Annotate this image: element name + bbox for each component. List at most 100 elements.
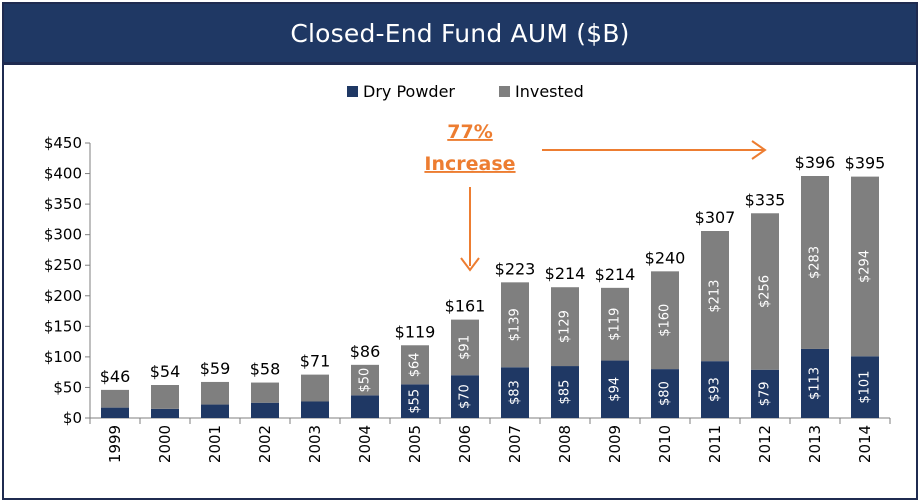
bar-dry-powder [751, 369, 779, 418]
bar-invested [201, 381, 229, 405]
bar-invested [151, 385, 179, 409]
y-tick-label: $400 [44, 165, 82, 183]
x-tick-label: 2009 [606, 425, 624, 463]
bar-dry-powder [551, 366, 579, 418]
bar-dry-powder [201, 404, 229, 418]
bar-dry-powder [151, 408, 179, 418]
data-label-dry-powder: $70 [458, 384, 473, 409]
y-tick-label: $300 [44, 226, 82, 244]
legend-swatch-invested [499, 86, 510, 97]
x-tick-label: 2013 [806, 425, 824, 463]
x-tick-label: 2003 [306, 425, 324, 463]
x-tick-label: 2007 [506, 425, 524, 463]
bar-dry-powder [101, 407, 129, 418]
legend-label-dry-powder: Dry Powder [363, 82, 455, 101]
bar-dry-powder [351, 395, 379, 418]
bar-invested [651, 271, 679, 370]
bar-invested [851, 176, 879, 357]
y-tick-label: $100 [44, 348, 82, 366]
bar-invested [101, 389, 129, 408]
chart-title: Closed-End Fund AUM ($B) [290, 18, 630, 48]
bar-dry-powder [501, 367, 529, 418]
bar-dry-powder [851, 356, 879, 418]
data-label-dry-powder: $94 [608, 377, 623, 402]
bar-dry-powder [401, 384, 429, 418]
data-label-dry-powder: $83 [508, 380, 523, 405]
total-label: $46 [100, 367, 131, 386]
bar-invested [301, 374, 329, 402]
data-label-dry-powder: $113 [808, 367, 823, 400]
total-label: $214 [545, 264, 586, 283]
data-label-dry-powder: $55 [408, 389, 423, 414]
data-label-invested: $160 [658, 304, 673, 337]
bar-invested [701, 231, 729, 362]
annotation-arrowhead-down [460, 257, 480, 272]
data-label-invested: $213 [708, 280, 723, 313]
data-label-invested: $64 [408, 352, 423, 377]
bar-invested [351, 364, 379, 396]
annotation-increase: Increase [424, 153, 515, 175]
bar-dry-powder [301, 401, 329, 418]
y-tick-label: $250 [44, 256, 82, 274]
x-tick-label: 2000 [156, 425, 174, 463]
data-label-dry-powder: $101 [858, 371, 873, 404]
bar-invested [251, 382, 279, 403]
total-label: $214 [595, 265, 636, 284]
bar-dry-powder [251, 402, 279, 418]
total-label: $54 [150, 362, 181, 381]
data-label-dry-powder: $79 [758, 381, 773, 406]
data-label-dry-powder: $80 [658, 381, 673, 406]
annotation-percent: 77% [447, 121, 492, 143]
y-tick-label: $150 [44, 317, 82, 335]
total-label: $240 [645, 248, 686, 267]
x-tick-label: 1999 [106, 425, 124, 463]
bar-invested [451, 319, 479, 376]
bar-dry-powder [601, 360, 629, 418]
bar-invested [501, 282, 529, 368]
bar-invested [601, 287, 629, 361]
total-label: $223 [495, 259, 536, 278]
total-label: $307 [695, 208, 736, 227]
annotation-arrowhead-right [751, 140, 767, 160]
legend-label-invested: Invested [515, 82, 584, 101]
y-tick-label: $450 [44, 134, 82, 152]
title-bar: Closed-End Fund AUM ($B) [4, 4, 916, 65]
data-label-invested: $119 [608, 308, 623, 341]
x-tick-label: 2011 [706, 425, 724, 463]
total-label: $71 [300, 352, 331, 371]
bar-dry-powder [651, 369, 679, 418]
data-label-invested: $139 [508, 308, 523, 341]
y-tick-label: $200 [44, 287, 82, 305]
data-label-invested: $50 [358, 368, 373, 393]
bar-invested [751, 213, 779, 370]
bar-invested [801, 176, 829, 349]
total-label: $58 [250, 360, 281, 379]
bar-dry-powder [451, 375, 479, 418]
data-label-invested: $256 [758, 275, 773, 308]
bar-dry-powder [801, 348, 829, 418]
x-tick-label: 2014 [856, 425, 874, 463]
y-tick-label: $50 [53, 378, 82, 396]
data-label-invested: $129 [558, 310, 573, 343]
total-label: $396 [795, 153, 836, 172]
x-tick-label: 2008 [556, 425, 574, 463]
x-tick-label: 2006 [456, 425, 474, 463]
chart-svg: Dry Powder Invested $0 $50 $100 $150 $200 $250 $… [44, 82, 891, 463]
x-tick-label: 2004 [356, 425, 374, 463]
x-tick-label: 2012 [756, 425, 774, 463]
x-tick-label: 2001 [206, 425, 224, 463]
data-label-dry-powder: $93 [708, 377, 723, 402]
x-tick-label: 2002 [256, 425, 274, 463]
y-tick-label: $350 [44, 195, 82, 213]
bar-invested [551, 287, 579, 367]
data-label-invested: $283 [808, 246, 823, 279]
total-label: $86 [350, 342, 381, 361]
y-tick-label: $0 [63, 409, 82, 427]
bar-dry-powder [701, 361, 729, 418]
legend-swatch-dry-powder [347, 86, 358, 97]
total-label: $119 [395, 322, 436, 341]
total-label: $335 [745, 190, 786, 209]
total-label: $59 [200, 359, 231, 378]
bar-invested [401, 345, 429, 385]
